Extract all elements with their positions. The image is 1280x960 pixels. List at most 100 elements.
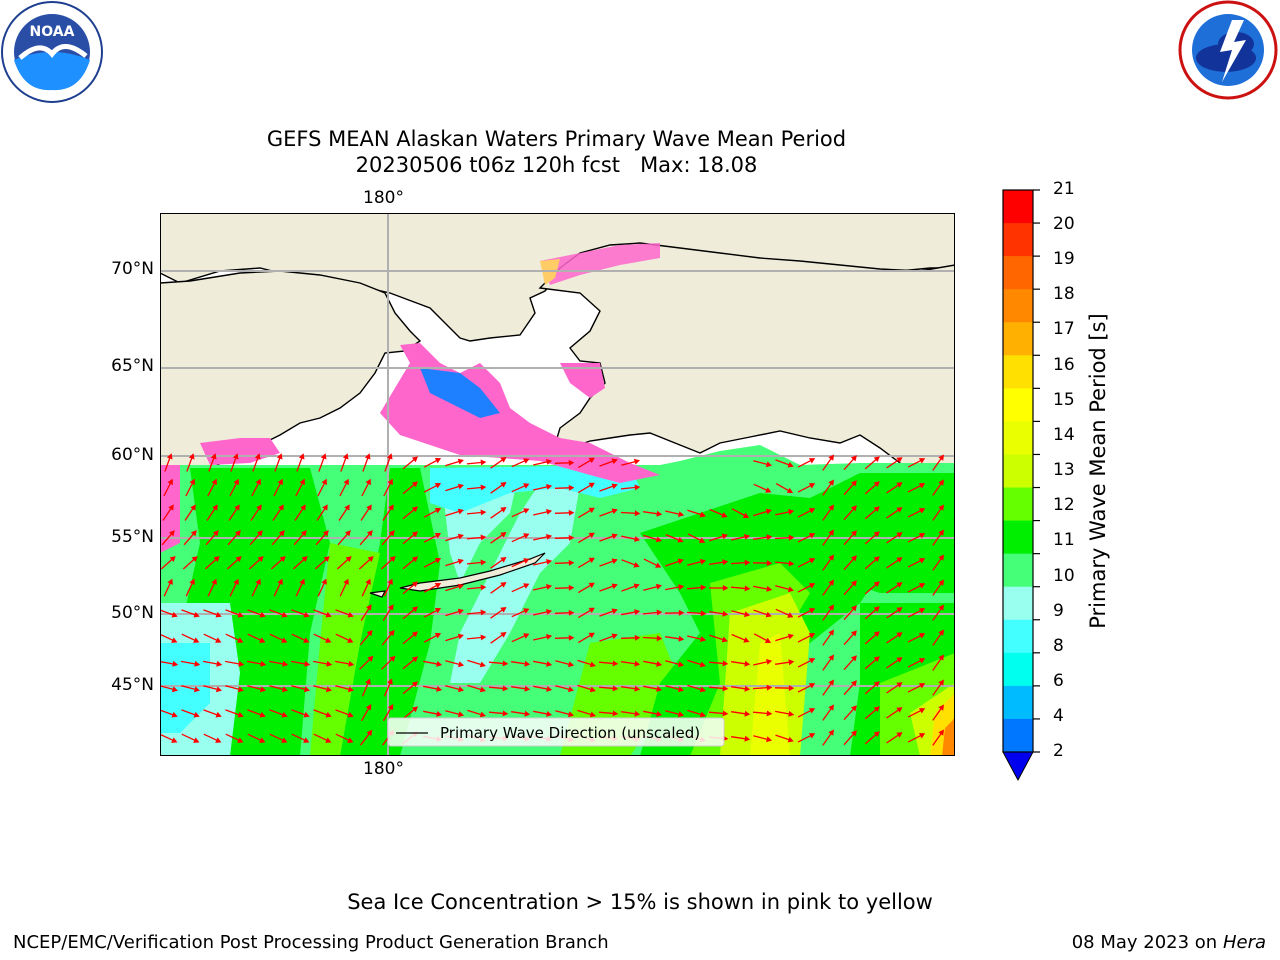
wave-arrow-head	[765, 461, 773, 468]
wave-arrow-head	[172, 660, 179, 667]
land-alaska	[538, 242, 955, 544]
wave-arrow-head	[766, 534, 773, 541]
wave-arrow-head	[611, 508, 618, 515]
wave-arrow-head	[457, 483, 464, 490]
lat-label-65n: 65°N	[111, 356, 154, 376]
wave-arrow-head	[938, 729, 944, 736]
wave-arrow-head	[325, 611, 332, 618]
wave-arrow-head	[300, 504, 306, 511]
wave-arrow-head	[365, 578, 371, 585]
wave-arrow-head	[828, 654, 834, 661]
wave-arrow-head	[896, 532, 903, 538]
wave-arrow-head	[938, 654, 944, 661]
wave-arrow-head	[387, 678, 393, 685]
wave-arrow-head	[411, 506, 419, 513]
wave-arrow-head	[744, 611, 751, 618]
wave-arrow-head	[281, 611, 288, 618]
colorbar-tick-21: 21	[1053, 179, 1075, 199]
wave-arrow-head	[744, 660, 751, 667]
wave-arrow-head	[365, 678, 371, 685]
wave-arrow-head	[237, 637, 244, 643]
wave-arrow-head	[808, 558, 816, 564]
plot-subtitle: 20230506 t06z 120h fcst Max: 18.08	[355, 153, 758, 177]
wave-arrow-head	[387, 704, 394, 711]
wave-arrow-head	[722, 710, 729, 717]
wave-arrow-head	[301, 556, 308, 563]
wave-arrow-head	[215, 637, 222, 643]
wave-arrow-head	[389, 556, 396, 563]
wave-arrow-head	[655, 536, 662, 543]
wave-arrow-head	[326, 660, 333, 667]
wave-arrow-head	[918, 633, 926, 639]
footer-branch: NCEP/EMC/Verification Post Processing Pr…	[13, 932, 609, 953]
wave-arrow-head	[699, 511, 706, 518]
wave-arrow-head	[788, 509, 795, 515]
wave-arrow-head	[918, 583, 926, 589]
wave-arrow-head	[677, 558, 684, 565]
colorbar-tick-6: 6	[1053, 671, 1064, 691]
wave-arrow-head	[938, 504, 944, 511]
wave-arrow-head	[278, 504, 284, 511]
wave-arrow-head	[347, 737, 354, 743]
wave-arrow-head	[457, 583, 464, 590]
wave-arrow-head	[171, 737, 178, 743]
wave-arrow-head	[434, 508, 442, 514]
wave-arrow-head	[634, 685, 641, 692]
aleutian-islands	[369, 552, 546, 598]
wave-arrow-head	[343, 578, 349, 585]
wave-arrow-head	[215, 737, 222, 743]
wave-arrow-head	[850, 555, 857, 562]
wave-arrow-head	[458, 661, 465, 668]
footer-machine: Hera	[1222, 932, 1266, 953]
colorbar	[1002, 189, 1040, 782]
wave-arrow-head	[281, 637, 288, 643]
colorbar-tick-14: 14	[1053, 425, 1075, 445]
colorbar-tick-20: 20	[1053, 214, 1075, 234]
wave-arrow-head	[828, 604, 834, 611]
wave-arrow-head	[918, 533, 926, 539]
wave-arrow-head	[260, 660, 267, 667]
colorbar-band	[1003, 223, 1033, 257]
wave-arrow-head	[766, 736, 773, 743]
wave-arrow-head	[873, 481, 880, 488]
wave-arrow-head	[828, 479, 834, 486]
wave-arrow-head	[938, 604, 944, 611]
wave-arrow-head	[523, 633, 530, 639]
colorbar-tick-4: 4	[1053, 706, 1064, 726]
wave-arrow-head	[322, 504, 328, 511]
wave-arrow-head	[303, 686, 311, 693]
wave-arrow-head	[344, 504, 350, 511]
wave-arrow-head	[766, 585, 773, 592]
wave-arrow-head	[524, 660, 531, 667]
colorbar-band	[1003, 487, 1033, 522]
wave-arrow-head	[788, 659, 795, 666]
wave-arrow-head	[388, 504, 394, 511]
wave-arrow-head	[699, 711, 706, 718]
noaa-logo: NOAA	[0, 0, 104, 104]
wave-arrow-head	[808, 508, 816, 514]
wave-arrow-head	[167, 578, 173, 585]
wave-arrow-head	[634, 484, 641, 491]
wave-arrow-head	[678, 686, 685, 693]
wave-arrow-head	[388, 530, 395, 537]
wave-arrow-head	[212, 530, 219, 537]
wave-arrow-head	[411, 631, 419, 638]
wave-arrow-head	[388, 629, 395, 637]
wave-arrow-head	[656, 635, 663, 642]
wave-arrow-head	[722, 660, 729, 667]
lat-label-70n: 70°N	[111, 259, 154, 279]
wave-arrow-head	[171, 686, 179, 693]
wave-arrow-head	[744, 585, 751, 592]
wave-arrow-head	[788, 534, 795, 541]
wave-arrow-head	[656, 686, 663, 692]
wave-arrow-head	[896, 557, 903, 563]
colorbar-tick-16: 16	[1053, 355, 1075, 375]
colorbar-tick-8: 8	[1053, 636, 1064, 656]
wave-arrow-head	[678, 635, 685, 642]
wave-arrow-head	[367, 655, 374, 662]
colorbar-label: Primary Wave Mean Period [s]	[1086, 313, 1110, 629]
wave-arrow-head	[743, 637, 750, 643]
wave-arrow-head	[436, 686, 443, 692]
lon-label-bottom: 180°	[363, 759, 404, 779]
wave-arrow-head	[568, 534, 575, 541]
